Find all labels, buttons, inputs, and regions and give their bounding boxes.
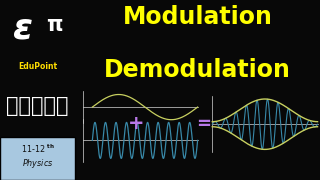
Text: π: π xyxy=(46,15,62,35)
Text: +: + xyxy=(128,114,145,133)
Text: Demodulation: Demodulation xyxy=(104,58,291,82)
Text: =: = xyxy=(196,115,211,133)
Text: ε: ε xyxy=(12,12,33,46)
FancyBboxPatch shape xyxy=(0,137,75,180)
Text: 11-12 $\mathbf{^{th}}$
$\it{Physics}$: 11-12 $\mathbf{^{th}}$ $\it{Physics}$ xyxy=(20,143,55,170)
Text: Modulation: Modulation xyxy=(123,5,273,29)
Text: EduPoint: EduPoint xyxy=(18,62,57,71)
Text: हिंदी: हिंदी xyxy=(6,96,69,116)
